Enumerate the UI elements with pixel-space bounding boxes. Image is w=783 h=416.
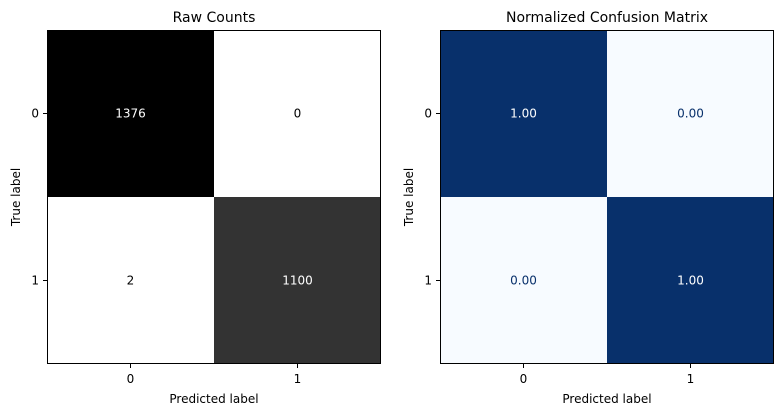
- raw-counts-ticks: 0 1 0 1: [31, 107, 301, 387]
- raw-counts-chart: Raw Counts 1376 0 2 1100 0 1 0 1 Predicted lab…: [9, 10, 381, 406]
- raw-counts-cell-1-0: [47, 197, 214, 364]
- raw-counts-x-tick-label-1: 1: [294, 372, 302, 386]
- raw-counts-cell-label-1-0: 2: [127, 274, 135, 288]
- raw-counts-cell-1-1: [214, 197, 381, 364]
- normalized-ticks: 0 1 0 1: [424, 107, 694, 387]
- normalized-plot-frame: [440, 30, 774, 364]
- raw-counts-y-tick-label-1: 1: [31, 274, 39, 288]
- normalized-cell-0-1: [607, 30, 774, 197]
- normalized-confusion-matrix-chart: Normalized Confusion Matrix 1.00 0.00 0.00…: [402, 10, 774, 406]
- raw-counts-y-tick-label-0: 0: [31, 107, 39, 121]
- normalized-y-axis-label: True label: [402, 168, 416, 227]
- raw-counts-cell-0-1: [214, 30, 381, 197]
- raw-counts-x-tick-label-0: 0: [127, 372, 135, 386]
- normalized-cell-label-0-0: 1.00: [510, 107, 537, 121]
- raw-counts-title: Raw Counts: [173, 10, 256, 26]
- normalized-x-tick-label-1: 1: [687, 372, 695, 386]
- normalized-cell-0-0: [440, 30, 607, 197]
- normalized-cells: 1.00 0.00 0.00 1.00: [440, 30, 774, 364]
- normalized-x-tick-label-0: 0: [520, 372, 528, 386]
- normalized-cell-label-0-1: 0.00: [677, 107, 704, 121]
- normalized-x-axis-label: Predicted label: [562, 392, 651, 406]
- raw-counts-x-axis-label: Predicted label: [169, 392, 258, 406]
- raw-counts-cell-label-0-1: 0: [294, 107, 302, 121]
- normalized-y-tick-label-0: 0: [424, 107, 432, 121]
- normalized-y-tick-label-1: 1: [424, 274, 432, 288]
- normalized-cell-label-1-0: 0.00: [510, 274, 537, 288]
- raw-counts-cell-label-1-1: 1100: [282, 274, 313, 288]
- raw-counts-cells: 1376 0 2 1100: [47, 30, 381, 364]
- raw-counts-plot-frame: [47, 30, 381, 364]
- normalized-cell-1-1: [607, 197, 774, 364]
- raw-counts-cell-label-0-0: 1376: [115, 107, 146, 121]
- normalized-cell-label-1-1: 1.00: [677, 274, 704, 288]
- raw-counts-cell-0-0: [47, 30, 214, 197]
- normalized-cell-1-0: [440, 197, 607, 364]
- raw-counts-y-axis-label: True label: [9, 168, 23, 227]
- normalized-title: Normalized Confusion Matrix: [506, 10, 708, 26]
